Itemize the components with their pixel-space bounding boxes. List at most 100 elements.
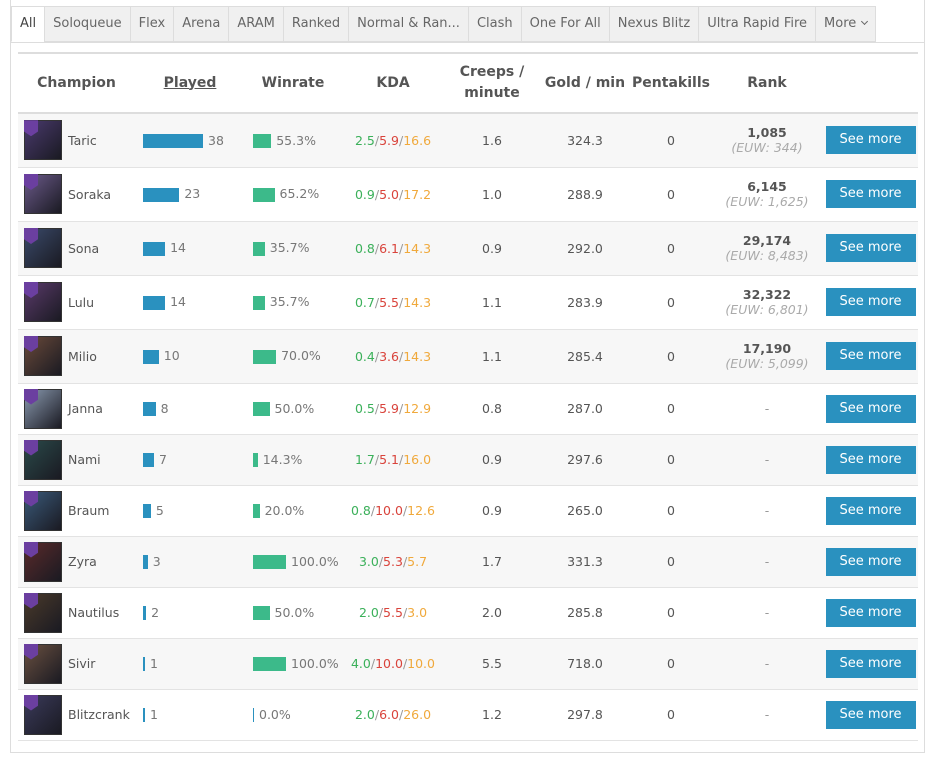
tab[interactable]: Clash <box>467 6 522 42</box>
column-header: Champion <box>18 53 135 114</box>
tab[interactable]: Nexus Blitz <box>608 6 700 42</box>
played-count: 14 <box>170 240 187 256</box>
champion-row: Nami 7 14.3% 1.7/5.1/16.0 0.9 297.6 0- See more <box>18 434 918 486</box>
played-bar <box>143 504 151 519</box>
tab-label: Flex <box>138 16 166 31</box>
champion-cell: Blitzcrank <box>18 689 135 741</box>
winrate-bar <box>253 349 277 364</box>
button-cell: See more <box>823 167 918 222</box>
champion: Zyra <box>18 541 135 582</box>
tab-label: Clash <box>476 16 513 31</box>
tab[interactable]: Ranked <box>282 6 350 42</box>
winrate-bar <box>253 657 286 672</box>
winrate-label: 20.0% <box>264 502 305 518</box>
played-bar <box>143 187 180 202</box>
played-cell: 1 <box>135 638 245 690</box>
region-rank: (EUW: 344) <box>731 140 803 156</box>
deaths: 10.0 <box>375 656 403 671</box>
kda-separator: / <box>398 452 404 467</box>
see-more-button[interactable]: See more <box>825 342 916 370</box>
kda-separator: / <box>374 707 380 722</box>
champion: Taric <box>18 120 135 161</box>
see-more-button[interactable]: See more <box>825 126 916 155</box>
see-more-button[interactable]: See more <box>825 547 916 576</box>
tab[interactable]: All <box>11 6 46 42</box>
played-cell: 10 <box>135 329 245 384</box>
champion: Soraka <box>18 174 135 214</box>
gold-per-minute: 285.4 <box>539 329 631 384</box>
role-badge <box>24 174 38 190</box>
see-more-button[interactable]: See more <box>825 288 916 316</box>
assists: 14.3 <box>403 294 432 310</box>
assists: 12.9 <box>403 401 432 416</box>
winrate-label: 50.0% <box>274 604 315 620</box>
tab[interactable]: Arena <box>173 6 230 42</box>
tab[interactable]: Ultra Rapid Fire <box>698 6 817 42</box>
winrate-bar <box>253 453 258 468</box>
pentakills: 0 <box>631 167 711 222</box>
champion-name: Nautilus <box>68 605 120 620</box>
see-more-button[interactable]: See more <box>825 394 916 423</box>
assists: 3.0 <box>407 605 428 620</box>
tab[interactable]: One For All <box>520 6 610 42</box>
tab[interactable]: ARAM <box>228 6 284 42</box>
winrate-cell: 100.0% <box>245 536 341 588</box>
played-cell: 14 <box>135 275 245 330</box>
champion-row: Taric 38 55.3% 2.5/5.9/16.6 1.6 324.3 0 1,085 (E… <box>18 113 918 168</box>
creeps-per-minute: 0.9 <box>445 434 539 486</box>
gold-per-minute: 297.8 <box>539 689 631 741</box>
rank-cell: - <box>711 587 823 639</box>
pentakills: 0 <box>631 275 711 330</box>
champion-name: Braum <box>68 503 110 518</box>
kills: 2.0 <box>358 605 379 620</box>
deaths: 10.0 <box>375 503 403 518</box>
played-cell: 23 <box>135 167 245 222</box>
rank: 17,190 <box>742 341 792 356</box>
winrate-cell: 20.0% <box>245 485 341 537</box>
see-more-button[interactable]: See more <box>825 496 916 525</box>
tab-label: Ultra Rapid Fire <box>707 16 808 31</box>
deaths: 5.9 <box>379 132 399 148</box>
champion-icon <box>24 228 62 268</box>
assists: 16.0 <box>403 452 432 467</box>
played-cell: 14 <box>135 221 245 276</box>
see-more-button[interactable]: See more <box>825 649 916 678</box>
tab[interactable]: Normal & Ran... <box>348 6 469 42</box>
champion-icon <box>24 120 62 161</box>
gold-per-minute: 324.3 <box>539 113 631 168</box>
role-badge <box>24 228 38 244</box>
deaths: 5.5 <box>379 294 399 310</box>
champion-icon <box>24 694 62 735</box>
kills: 2.5 <box>354 132 375 148</box>
played-count: 7 <box>159 451 167 467</box>
button-cell: See more <box>823 587 918 639</box>
see-more-button[interactable]: See more <box>825 445 916 474</box>
played-bar <box>143 453 155 468</box>
kda-separator: / <box>402 656 408 671</box>
champion-cell: Sivir <box>18 638 135 690</box>
see-more-button[interactable]: See more <box>825 234 916 262</box>
see-more-button[interactable]: See more <box>825 700 916 729</box>
played-count: 2 <box>151 604 160 620</box>
champion-icon <box>24 592 62 633</box>
winrate-bar <box>253 504 260 519</box>
see-more-button[interactable]: See more <box>825 598 916 627</box>
creeps-per-minute: 2.0 <box>445 587 539 639</box>
champion-cell: Taric <box>18 113 135 168</box>
tab[interactable]: Soloqueue <box>44 6 131 42</box>
gold-per-minute: 288.9 <box>539 167 631 222</box>
winrate-bar <box>253 134 272 148</box>
kda-separator: / <box>398 348 404 364</box>
role-badge <box>24 336 38 352</box>
tab[interactable]: Flex <box>129 6 175 42</box>
played-bar <box>143 657 145 672</box>
creeps-per-minute: 0.9 <box>445 221 539 276</box>
see-more-button[interactable]: See more <box>825 180 916 208</box>
winrate-label: 70.0% <box>281 348 321 364</box>
tab[interactable]: More <box>815 6 877 42</box>
rank: - <box>764 554 770 569</box>
column-header[interactable]: Played <box>135 53 245 114</box>
pentakills: 0 <box>631 221 711 276</box>
champion-row: Braum 5 20.0% 0.8/10.0/12.6 0.9 265.0 0- See mo… <box>18 485 918 537</box>
kda-separator: / <box>374 348 380 364</box>
